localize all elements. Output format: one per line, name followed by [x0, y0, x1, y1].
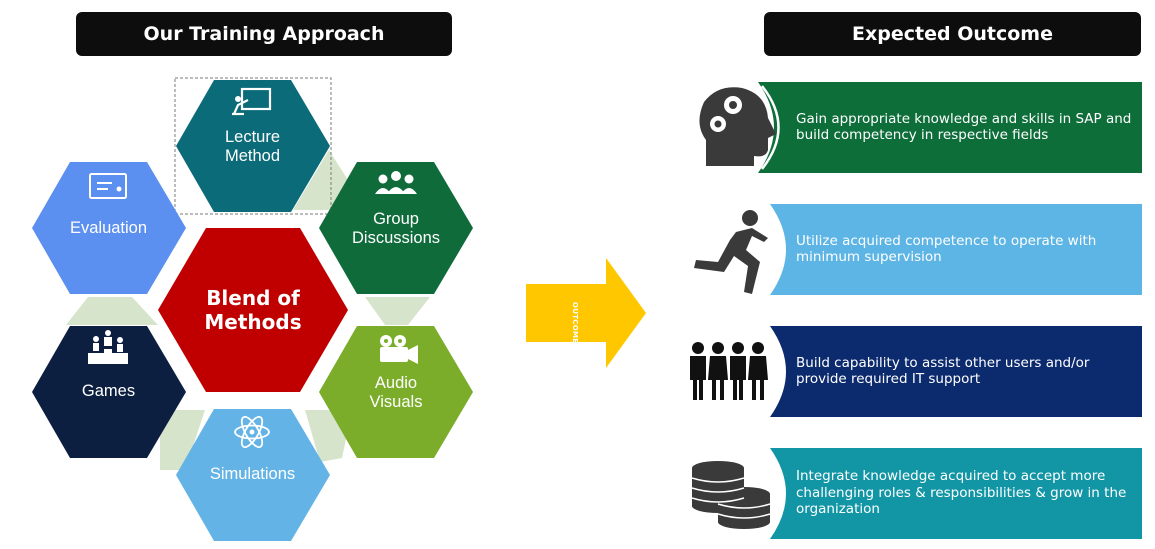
outcome-text-3: Build capability to assist other users a… — [796, 354, 1090, 388]
video-camera-icon — [380, 335, 418, 364]
hex-audio[interactable] — [319, 326, 473, 458]
projector-screen-icon — [89, 173, 127, 199]
running-person-icon — [694, 210, 768, 294]
hex-simulations[interactable] — [176, 409, 330, 541]
outcome-bar-2 — [770, 204, 1142, 295]
outcome-text-4: Integrate knowledge acquired to accept m… — [796, 468, 1127, 518]
outcome-bar-3 — [770, 326, 1142, 417]
hex-games[interactable] — [32, 326, 186, 458]
podium-winners-icon — [88, 330, 128, 364]
outcome-bar-4 — [770, 448, 1142, 539]
training-approach-header: Our Training Approach — [76, 12, 452, 56]
expected-outcome-header: Expected Outcome — [764, 12, 1141, 56]
outcome-arrow — [526, 258, 646, 368]
outcome-text-2: Utilize acquired competence to operate w… — [796, 232, 1097, 266]
hex-label-group: Group Discussions — [351, 210, 441, 247]
head-gears-icon — [699, 87, 776, 166]
team-people-icon — [375, 171, 417, 194]
hex-label-center: Blend of Methods — [204, 286, 302, 334]
hex-lecture[interactable] — [176, 80, 330, 212]
hex-label-audio: Audio Visuals — [369, 374, 423, 411]
lecture-selection-box — [174, 77, 332, 215]
hex-label-simulations: Simulations — [209, 464, 296, 483]
hex-center[interactable] — [158, 228, 348, 392]
outcome-text-1: Gain appropriate knowledge and skills in… — [796, 110, 1132, 144]
hex-label-evaluation: Evaluation — [69, 218, 148, 237]
outcome-bars — [758, 82, 1142, 539]
presentation-board-icon — [232, 87, 272, 116]
hex-label-lecture: Lecture Method — [224, 128, 281, 165]
outcome-arrow-label: OUTCOME — [571, 302, 579, 344]
outcome-bar-1 — [758, 82, 1142, 173]
outcome-arcs — [761, 85, 784, 536]
people-group-icon — [690, 342, 768, 400]
hex-evaluation[interactable] — [32, 162, 186, 294]
hex-group[interactable] — [319, 162, 473, 294]
coin-stack-icon — [691, 461, 771, 529]
atom-icon — [234, 416, 270, 448]
hex-label-games: Games — [81, 381, 136, 400]
